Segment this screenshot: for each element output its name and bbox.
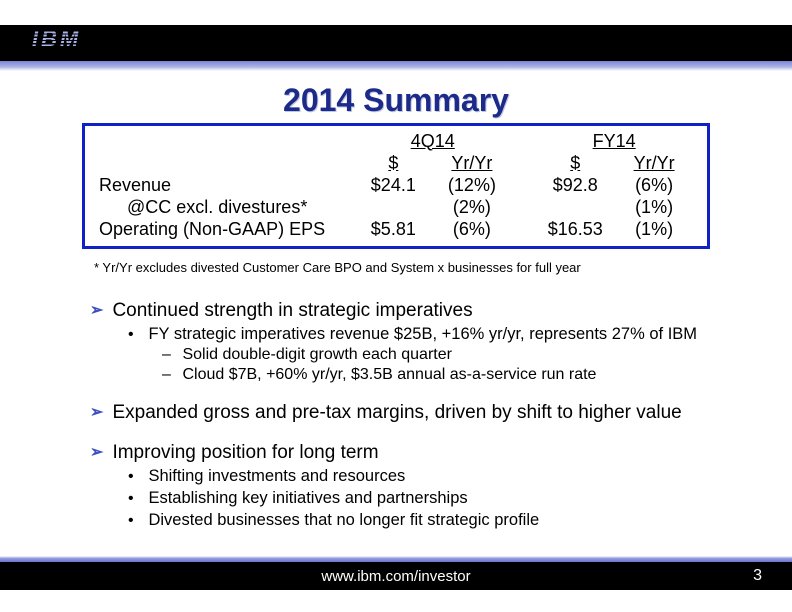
bullet-level3: – Cloud $7B, +60% yr/yr, $3.5B annual as… [162,366,710,384]
subhead-usd-q: $ [354,152,432,174]
bullet-icon: • [128,326,144,344]
cell: $92.8 [535,174,615,196]
arrow-icon: ➢ [90,442,108,462]
page-number: 3 [753,567,762,585]
subhead-yy-fy: Yr/Yr [615,152,693,174]
cell: $24.1 [354,174,432,196]
bullet-text: FY strategic imperatives revenue $25B, +… [148,325,697,343]
cell: $5.81 [354,218,432,240]
bullet-level3: – Solid double-digit growth each quarter [162,346,710,364]
bullet-text: Establishing key initiatives and partner… [148,489,467,507]
subhead-yy-q: Yr/Yr [433,152,512,174]
ibm-logo: IBM [32,28,81,50]
footer-url: www.ibm.com/investor [0,568,792,585]
cell: (12%) [433,174,512,196]
bullet-text: Solid double-digit growth each quarter [182,346,452,363]
bullet-level1: ➢ Improving position for long term [90,442,710,464]
bullet-text: Divested businesses that no longer fit s… [148,511,539,529]
bullet-level2: • FY strategic imperatives revenue $25B,… [128,325,710,344]
bullet-level2: • Divested businesses that no longer fit… [128,511,710,530]
bullet-text: Cloud $7B, +60% yr/yr, $3.5B annual as-a… [182,366,596,383]
bullet-level2: • Establishing key initiatives and partn… [128,489,710,508]
cell: (6%) [615,174,693,196]
bullet-text: Improving position for long term [112,442,378,463]
bullet-text: Expanded gross and pre-tax margins, driv… [112,402,681,423]
cell: (6%) [433,218,512,240]
row-label: Revenue [99,174,354,196]
header-bar [0,25,792,61]
bullet-level1: ➢ Expanded gross and pre-tax margins, dr… [90,402,710,424]
row-label: @CC excl. divestures* [99,196,354,218]
table-row: Operating (Non-GAAP) EPS $5.81 (6%) $16.… [99,218,693,240]
bullet-level1: ➢ Continued strength in strategic impera… [90,300,710,322]
cell: (2%) [433,196,512,218]
dash-icon: – [162,346,178,364]
bullet-level2: • Shifting investments and resources [128,467,710,486]
table-footnote: * Yr/Yr excludes divested Customer Care … [94,260,581,275]
slide-title: 2014 Summary [0,82,792,119]
subhead-usd-fy: $ [535,152,615,174]
arrow-icon: ➢ [90,300,108,320]
bullet-text: Shifting investments and resources [148,467,405,485]
bullet-icon: • [128,512,144,530]
cell: $16.53 [535,218,615,240]
bullet-icon: • [128,468,144,486]
bullet-text: Continued strength in strategic imperati… [112,300,472,321]
cell: (1%) [615,196,693,218]
cell [354,196,432,218]
cell: (1%) [615,218,693,240]
bullet-content: ➢ Continued strength in strategic impera… [90,290,710,530]
table-row: Revenue $24.1 (12%) $92.8 (6%) [99,174,693,196]
header-accent [0,61,792,71]
dash-icon: – [162,366,178,384]
summary-table: 4Q14 FY14 $ Yr/Yr $ Yr/Yr Revenue $24.1 … [82,123,710,249]
table-row: @CC excl. divestures* (2%) (1%) [99,196,693,218]
arrow-icon: ➢ [90,402,108,422]
period-fy14: FY14 [535,130,693,152]
cell [535,196,615,218]
bullet-icon: • [128,490,144,508]
period-4q14: 4Q14 [354,130,511,152]
row-label: Operating (Non-GAAP) EPS [99,218,354,240]
